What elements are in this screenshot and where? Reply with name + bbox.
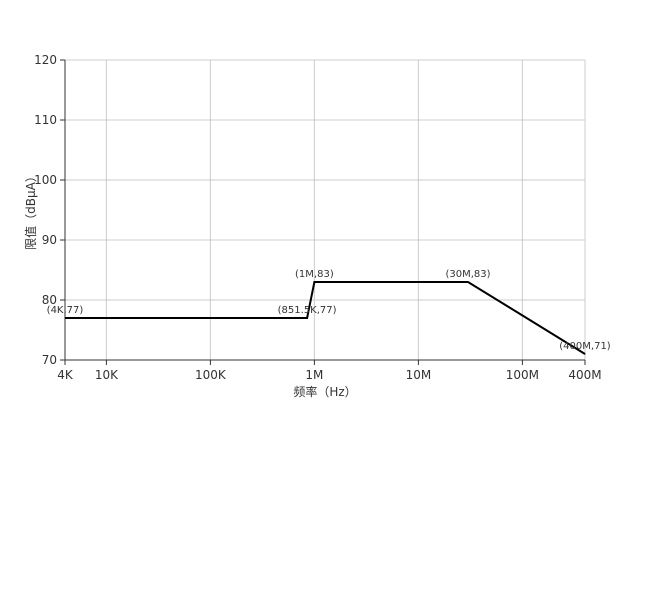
series-line — [65, 281, 586, 355]
y-ticks: 70 80 90 100 110 120 — [34, 53, 65, 367]
y-tick-label: 90 — [42, 233, 57, 247]
axes — [64, 60, 585, 361]
data-point — [306, 317, 308, 319]
x-tick-label: 400M — [568, 368, 601, 382]
series — [64, 281, 586, 355]
data-point — [313, 281, 315, 283]
x-tick-label: 100K — [195, 368, 227, 382]
x-ticks: 4K 10K 100K 1M 10M 100M 400M — [57, 360, 602, 382]
data-point — [467, 281, 469, 283]
data-label: (30M,83) — [445, 269, 490, 280]
y-tick-label: 70 — [42, 353, 57, 367]
data-point — [584, 353, 586, 355]
y-axis-title: 限值（dBμA） — [23, 170, 38, 250]
x-tick-label: 1M — [305, 368, 323, 382]
y-tick-label: 120 — [34, 53, 57, 67]
y-tick-label: 110 — [34, 113, 57, 127]
x-axis-title: 频率（Hz） — [293, 384, 356, 399]
x-tick-label: 10M — [406, 368, 432, 382]
x-tick-label: 4K — [57, 368, 74, 382]
data-label: (851.5K,77) — [278, 305, 337, 316]
grid — [64, 59, 586, 361]
data-label: (1M,83) — [295, 269, 334, 280]
data-label: (400M,71) — [559, 341, 611, 352]
x-tick-label: 10K — [95, 368, 119, 382]
y-tick-label: 80 — [42, 293, 57, 307]
data-labels: (4K,77) (851.5K,77) (1M,83) (30M,83) (400M,7… — [47, 269, 611, 352]
y-tick-label: 100 — [34, 173, 57, 187]
data-point — [64, 317, 66, 319]
data-label: (4K,77) — [47, 305, 84, 316]
x-tick-label: 100M — [506, 368, 539, 382]
